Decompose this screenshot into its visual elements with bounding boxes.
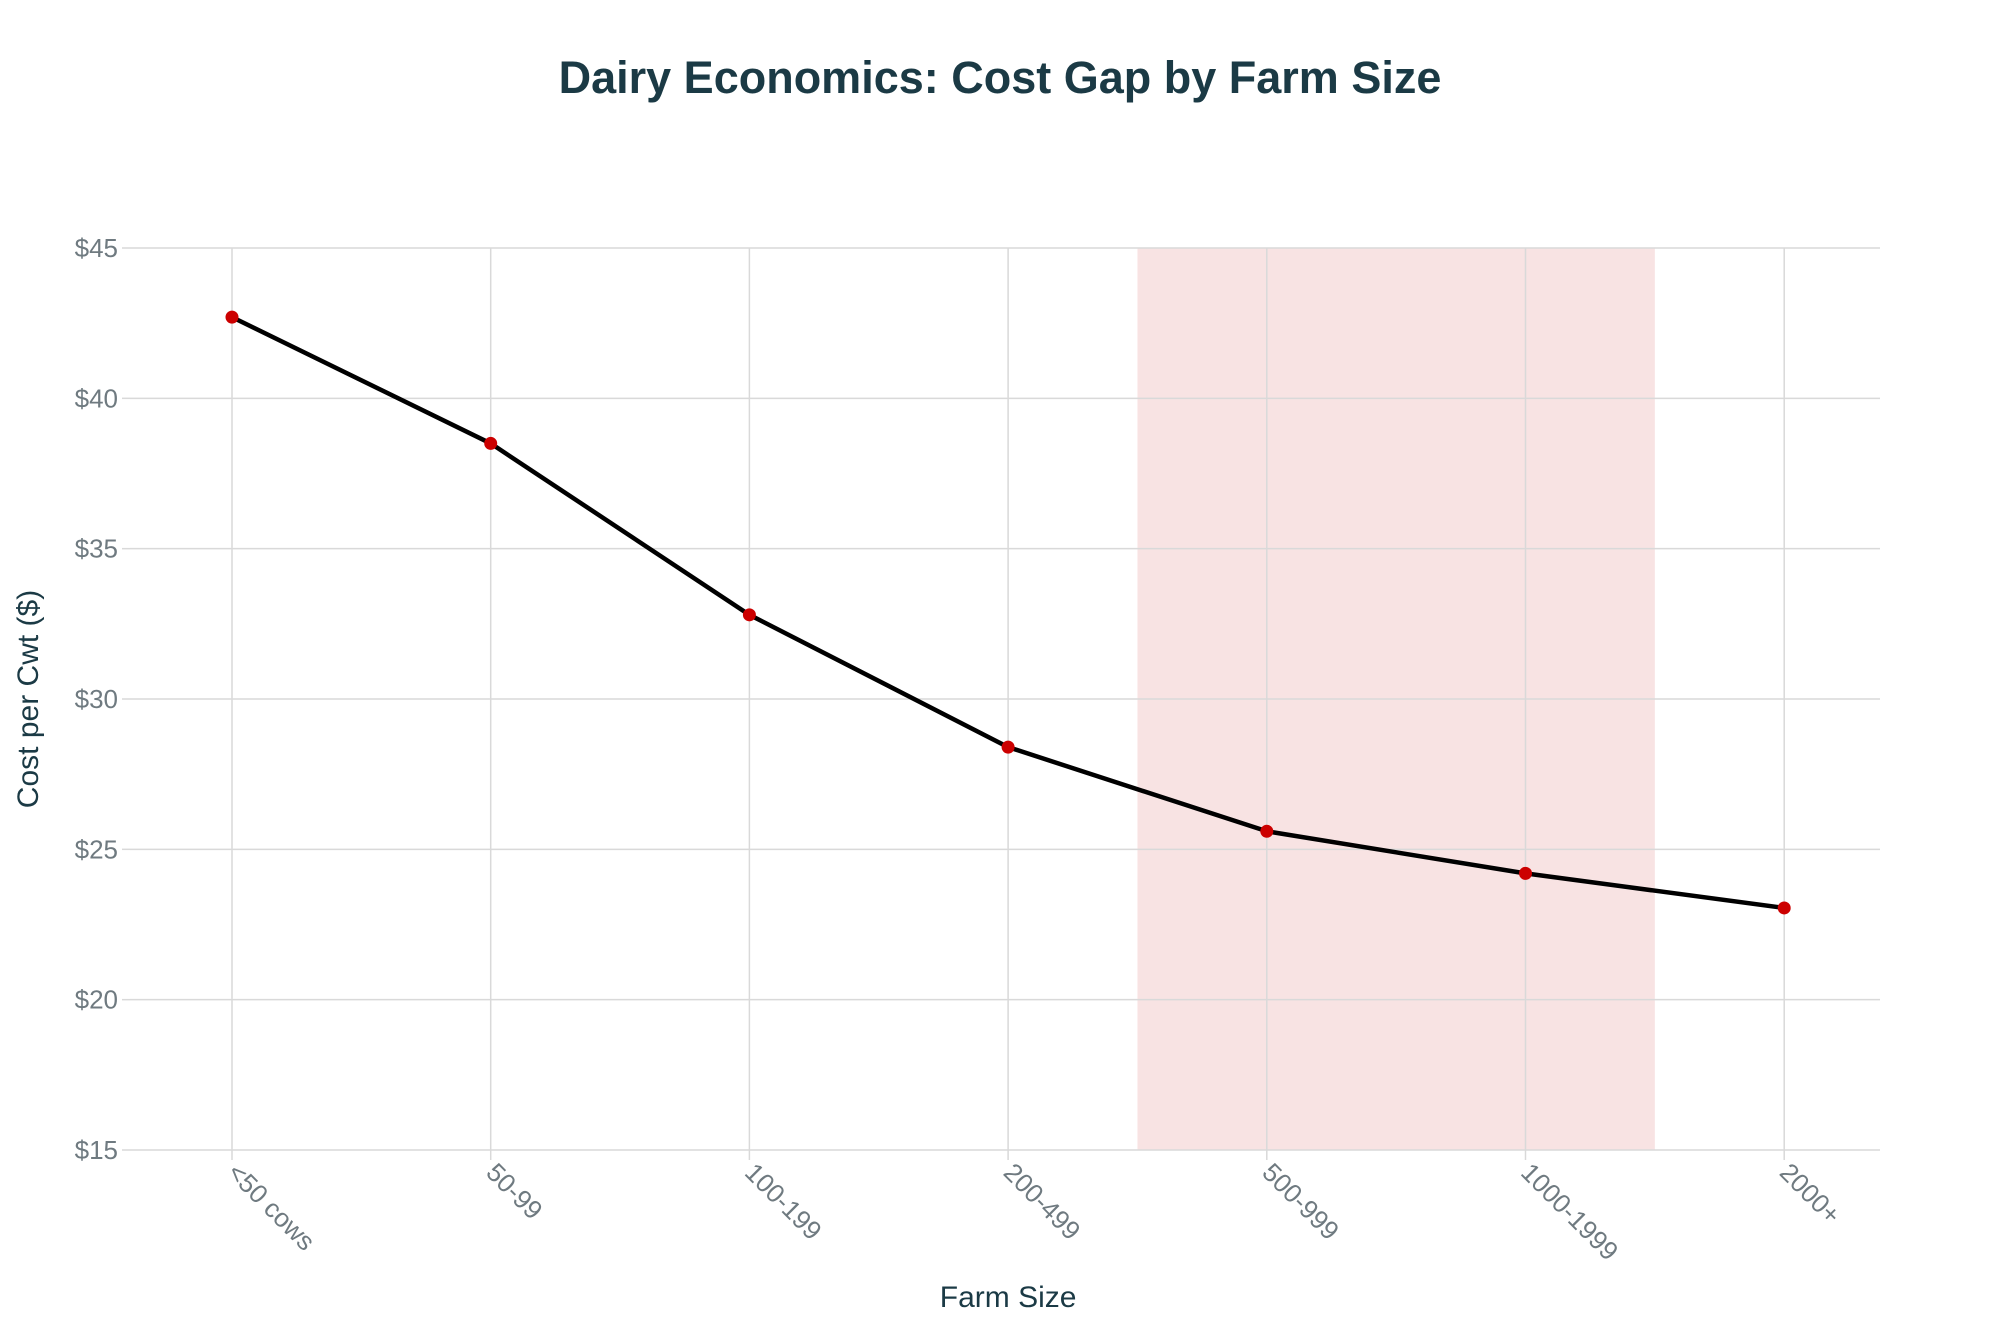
data-point xyxy=(1001,740,1015,754)
y-tick-label: $30 xyxy=(75,684,118,714)
x-tick-label: 2000+ xyxy=(1774,1157,1847,1230)
y-tick-label: $40 xyxy=(75,383,118,413)
x-tick-label: 50-99 xyxy=(480,1157,548,1225)
x-tick-label: <50 cows xyxy=(222,1157,321,1256)
grid-layer xyxy=(122,247,1880,1160)
x-axis-title: Farm Size xyxy=(940,1281,1077,1314)
data-point xyxy=(225,310,239,324)
data-point xyxy=(742,608,756,622)
chart-title: Dairy Economics: Cost Gap by Farm Size xyxy=(558,52,1442,103)
data-point xyxy=(1260,824,1274,838)
x-tick-label: 1000-1999 xyxy=(1515,1157,1624,1266)
marker-layer xyxy=(225,310,1791,915)
y-tick-label: $45 xyxy=(75,233,118,263)
x-tick-label: 200-499 xyxy=(998,1157,1087,1246)
y-tick-label: $20 xyxy=(75,985,118,1015)
data-point xyxy=(1519,866,1532,880)
y-tick-label: $35 xyxy=(75,534,118,564)
y-axis-title: Cost per Cwt ($) xyxy=(12,590,45,808)
x-tick-label: 100-199 xyxy=(739,1157,828,1246)
data-point xyxy=(484,436,498,450)
data-point xyxy=(1777,901,1791,915)
x-tick-label: 500-999 xyxy=(1257,1157,1346,1246)
y-tick-label: $15 xyxy=(75,1135,118,1165)
y-tick-label: $25 xyxy=(75,834,118,864)
